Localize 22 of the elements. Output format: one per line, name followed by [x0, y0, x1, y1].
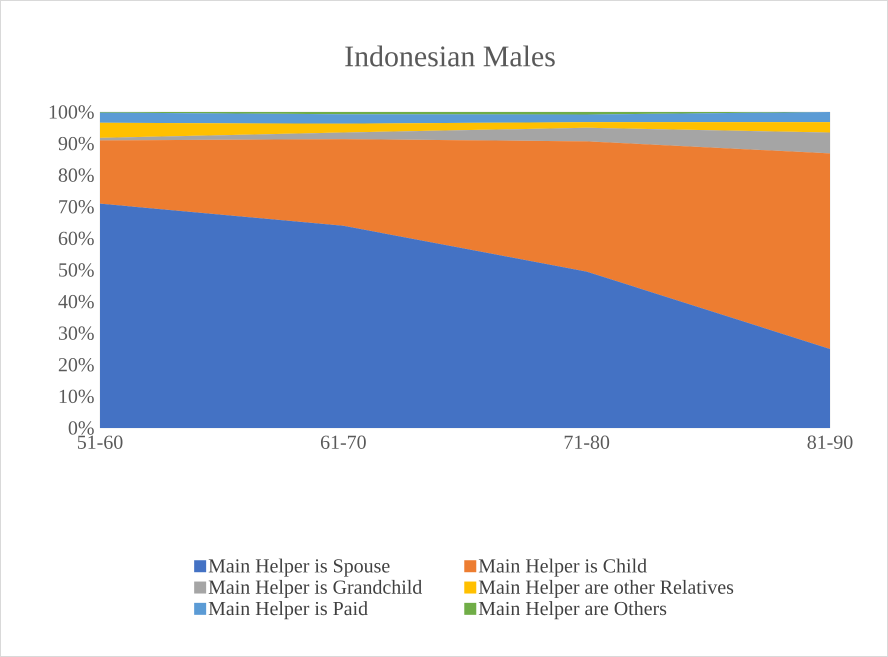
x-tick-label: 71-80 [564, 436, 610, 449]
x-tick-label: 81-90 [808, 436, 852, 449]
y-tick-label: 80% [58, 168, 94, 182]
y-tick-label: 50% [59, 263, 94, 277]
y-tick-label: 60% [58, 232, 94, 246]
legend-label: Main Helper are Others [478, 601, 666, 620]
legend-label: Main Helper is Spouse [208, 558, 390, 577]
y-tick-label: 100% [50, 105, 94, 119]
y-tick-label: 40% [58, 294, 94, 308]
y-tick-label: 10% [60, 390, 94, 404]
y-tick-label: 30% [58, 326, 94, 340]
legend-label: Main Helper is Paid [208, 601, 368, 620]
y-tick-label: 20% [58, 358, 94, 372]
chart-title: Indonesian Males [345, 45, 555, 67]
y-tick-label: 70% [59, 200, 94, 214]
x-tick-label: 61-70 [320, 436, 366, 449]
legend-label: Main Helper are other Relatives [478, 580, 734, 598]
legend-label: Main Helper is Child [478, 558, 647, 577]
legend-label: Main Helper is Grandchild [208, 580, 422, 598]
x-tick-label: 51-60 [78, 436, 122, 449]
y-tick-label: 90% [58, 136, 94, 150]
y-tick-label: 0% [68, 421, 94, 435]
